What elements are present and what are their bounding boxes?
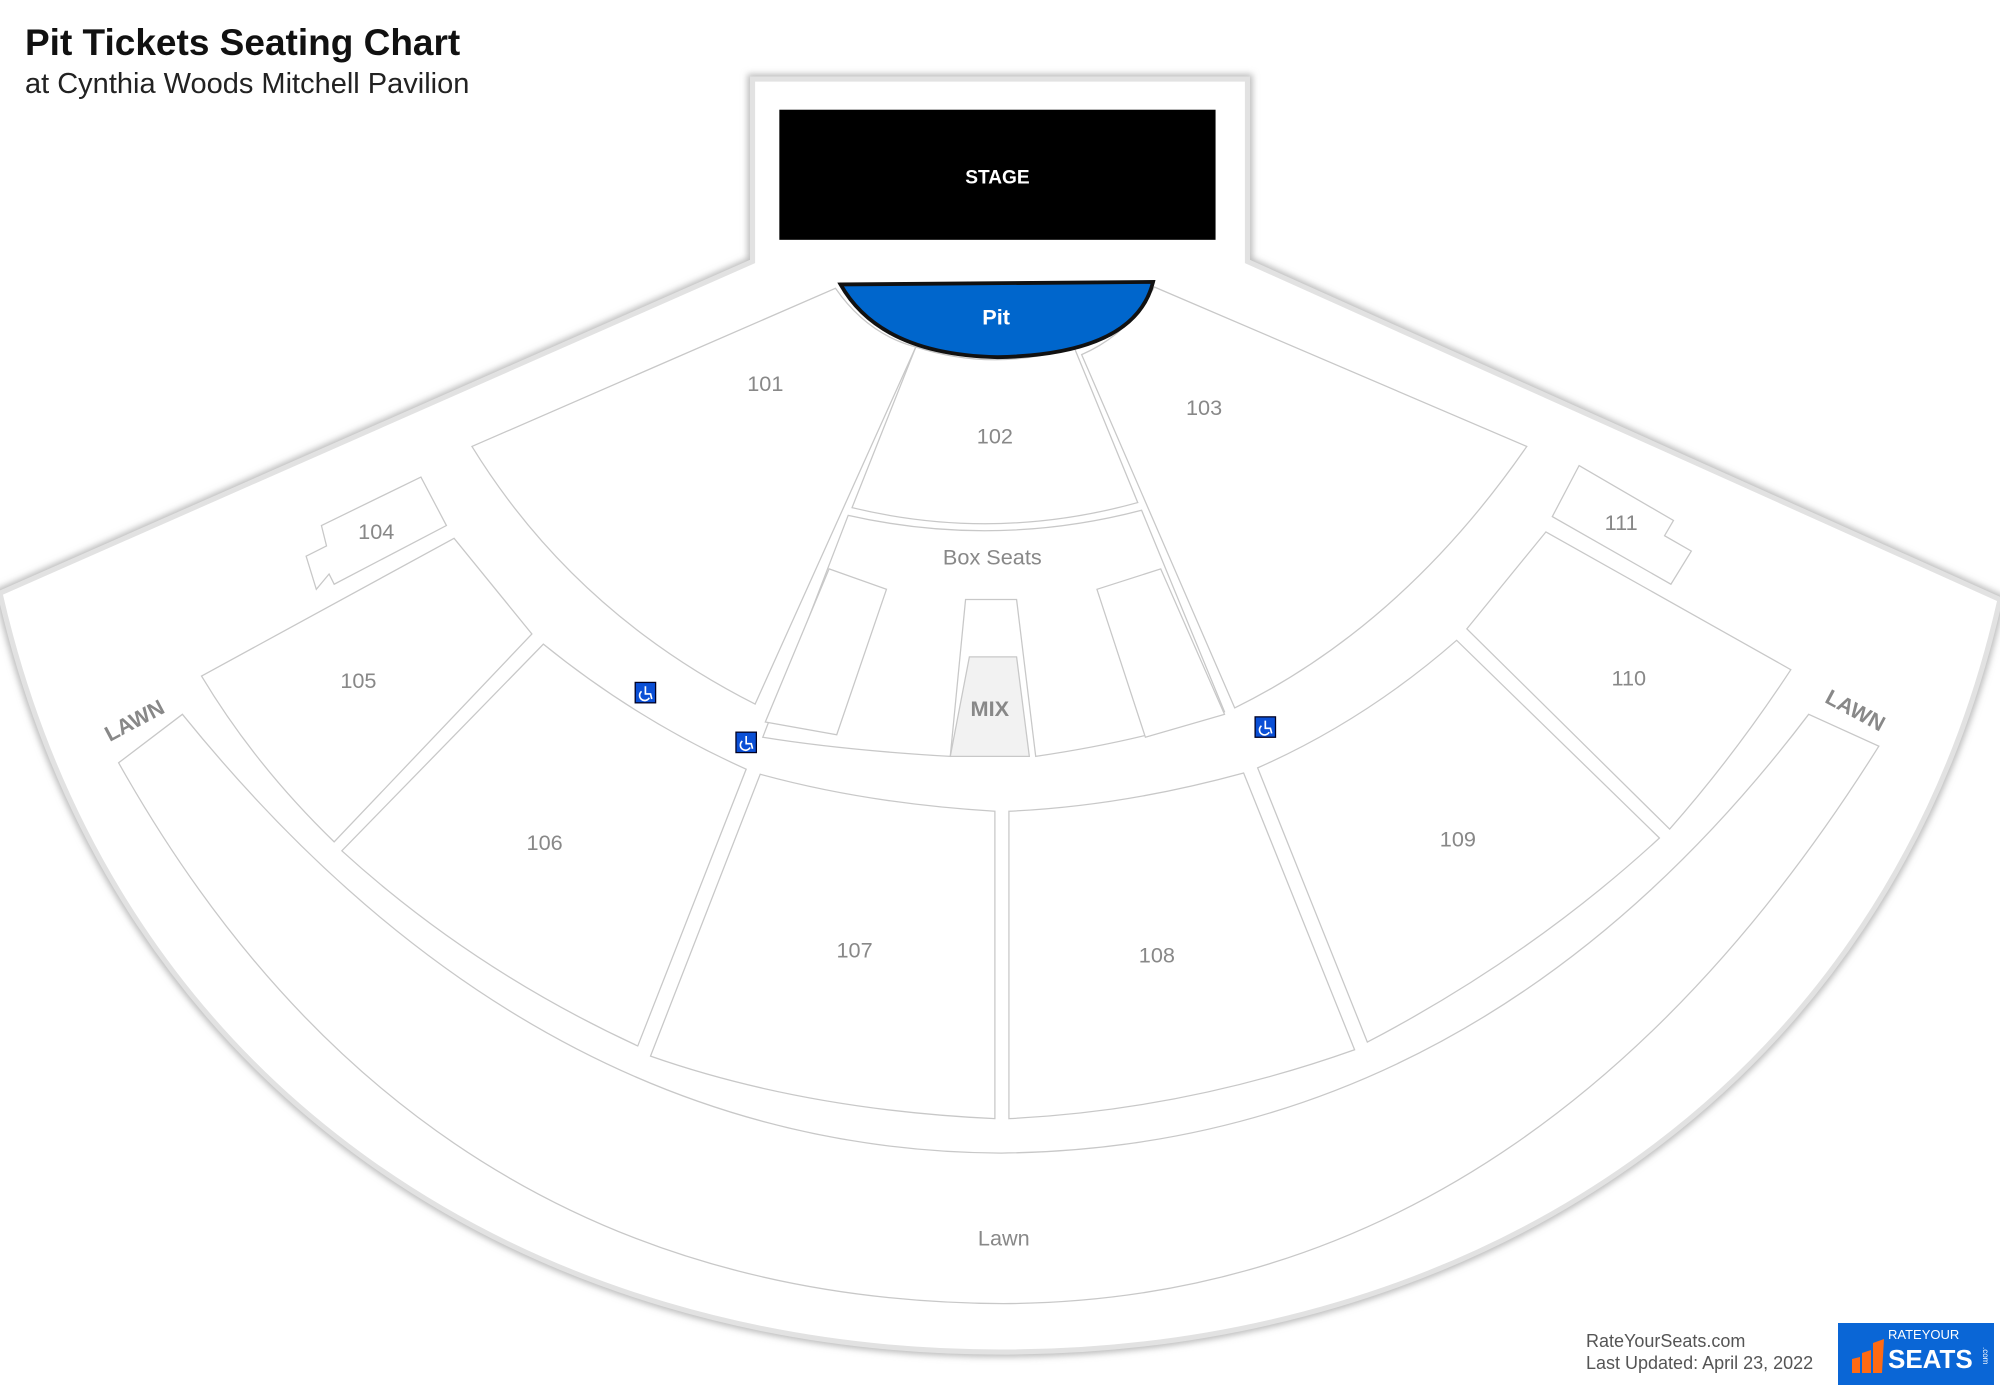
svg-text:104: 104 xyxy=(358,519,394,544)
stage-label: STAGE xyxy=(965,168,1030,189)
stage xyxy=(779,109,1216,240)
svg-text:110: 110 xyxy=(1612,666,1647,691)
page-subtitle: at Cynthia Woods Mitchell Pavilion xyxy=(25,68,470,100)
lawn-section[interactable]: Lawn xyxy=(117,713,1880,1305)
svg-text:103: 103 xyxy=(1186,395,1222,420)
section-107[interactable]: 107 xyxy=(649,773,996,1120)
site-name: RateYourSeats.com xyxy=(1586,1331,1746,1351)
rateyourseats-logo[interactable]: RATEYOUR SEATS .com xyxy=(1838,1323,1994,1385)
footer: RateYourSeats.com Last Updated: April 23… xyxy=(1586,1330,1813,1374)
svg-text:Lawn: Lawn xyxy=(978,1226,1030,1251)
svg-text:102: 102 xyxy=(977,423,1013,448)
section-108[interactable]: 108 xyxy=(1008,772,1356,1120)
logo-suffix-text: .com xyxy=(1981,1347,1990,1365)
svg-text:109: 109 xyxy=(1440,826,1476,851)
last-updated: Last Updated: April 23, 2022 xyxy=(1586,1353,1814,1373)
svg-text:108: 108 xyxy=(1139,942,1175,967)
svg-text:101: 101 xyxy=(747,371,783,396)
section-pit[interactable]: Pit xyxy=(837,279,1156,360)
svg-text:107: 107 xyxy=(837,937,873,962)
section-101[interactable]: 101 xyxy=(471,287,917,705)
svg-text:MIX: MIX xyxy=(971,696,1010,721)
bar-chart-logo-icon xyxy=(1852,1339,1884,1373)
wheelchair-icon xyxy=(1254,716,1277,738)
svg-text:Pit: Pit xyxy=(982,305,1010,330)
section-box-seats[interactable]: Box Seats xyxy=(761,509,1226,758)
section-110[interactable]: 110 xyxy=(1465,531,1792,831)
section-105[interactable]: 105 xyxy=(200,537,533,843)
page-title: Pit Tickets Seating Chart xyxy=(25,22,461,63)
svg-text:Box Seats: Box Seats xyxy=(943,544,1042,569)
logo-main-text: SEATS xyxy=(1888,1344,1973,1374)
svg-text:106: 106 xyxy=(527,830,563,855)
section-mix: MIX xyxy=(949,656,1031,758)
section-106[interactable]: 106 xyxy=(340,643,747,1047)
svg-text:111: 111 xyxy=(1605,510,1638,535)
wheelchair-icon xyxy=(735,731,758,754)
section-102[interactable]: 102 xyxy=(851,346,1139,525)
section-111[interactable]: 111 xyxy=(1551,464,1693,586)
logo-top-text: RATEYOUR xyxy=(1888,1327,1960,1342)
wheelchair-icon xyxy=(634,681,657,704)
svg-text:105: 105 xyxy=(340,668,376,693)
section-109[interactable]: 109 xyxy=(1256,639,1661,1044)
section-104[interactable]: 104 xyxy=(305,476,448,591)
